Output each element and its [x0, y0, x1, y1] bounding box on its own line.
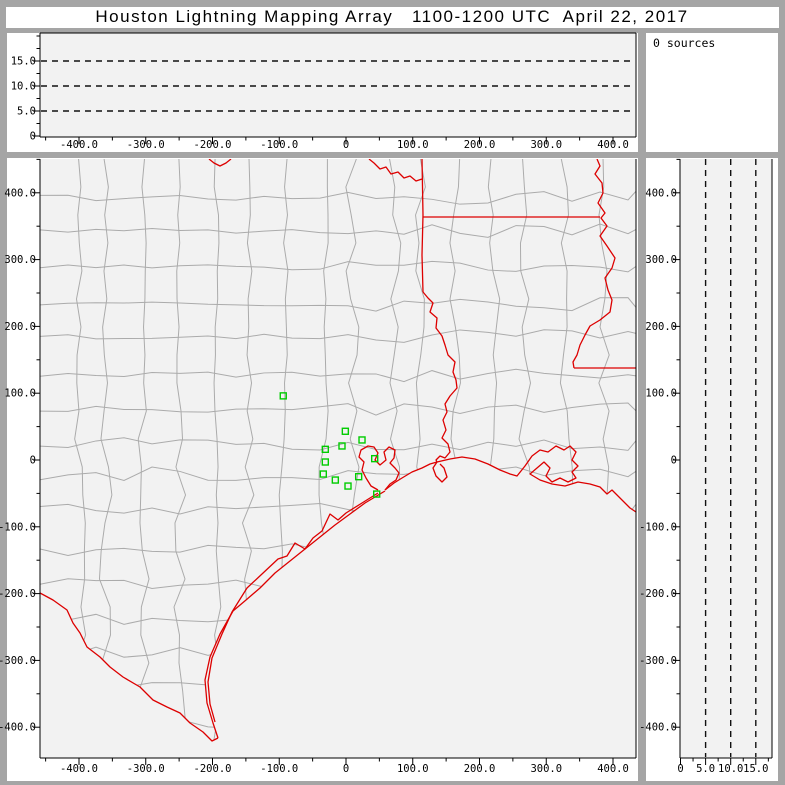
sources-status-box — [646, 33, 778, 152]
map-x-tick-label: 400.0 — [597, 763, 629, 775]
window-title: Houston Lightning Mapping Array 1100-120… — [95, 7, 688, 26]
lma-station-marker — [354, 473, 363, 481]
ns-altitude-y-tick-label: 100.0 — [645, 388, 677, 400]
lma-station-marker — [321, 458, 330, 466]
ew-altitude-x-tick-label: -300.0 — [127, 139, 165, 151]
ns-altitude-x-tick-label: 5.0 — [696, 763, 715, 775]
map-y-tick-label: -200.0 — [0, 588, 36, 600]
lma-station-marker — [338, 442, 346, 450]
county-boundary-line — [40, 437, 636, 451]
ew-altitude-y-tick-label: 15.0 — [11, 56, 36, 68]
ew-altitude-x-tick-label: -100.0 — [260, 139, 298, 151]
map-y-tick-label: 100.0 — [4, 388, 36, 400]
map-x-tick-label: 100.0 — [397, 763, 429, 775]
state-border-red-river-tx-ok-west — [208, 159, 232, 167]
map-x-tick-label: -400.0 — [60, 763, 98, 775]
lma-stations-layer — [279, 392, 381, 498]
ns-altitude-y-tick-label: 400.0 — [645, 187, 677, 199]
lma-station-marker — [344, 482, 352, 490]
map-y-tick-label: 300.0 — [4, 254, 36, 266]
state-border-mississippi-river-border — [572, 159, 616, 369]
state-border-inner-shoreline — [207, 492, 379, 723]
ns-altitude-plot-area[interactable] — [680, 159, 772, 758]
state-borders-layer — [40, 159, 636, 742]
ns-altitude-y-tick-label: 0 — [671, 455, 677, 467]
ns-altitude-y-tick-label: 200.0 — [645, 321, 677, 333]
state-border-barrier-island-coast — [204, 490, 386, 739]
state-border-rio-grande-border — [40, 592, 219, 742]
state-border-galveston-bay — [358, 445, 400, 491]
county-boundary-line — [173, 159, 187, 741]
ns-altitude-x-tick-label: 15.0 — [743, 763, 768, 775]
ew-altitude-x-tick-label: -200.0 — [194, 139, 232, 151]
ew-altitude-x-tick-label: -400.0 — [60, 139, 98, 151]
ew-altitude-x-tick-label: 200.0 — [464, 139, 496, 151]
state-border-gulf-coast-east — [384, 445, 636, 513]
lma-station-marker — [341, 427, 350, 435]
ns-altitude-y-tick-label: 300.0 — [645, 254, 677, 266]
map-x-tick-label: -200.0 — [194, 763, 232, 775]
axes-and-labels-layer: -400.0 -300.0 -200.0 -100.0 0 100.0 200.0 300.0… — [0, 32, 773, 775]
state-border-red-river-tx-ok-east — [368, 159, 423, 182]
map-x-tick-label: 0 — [343, 763, 349, 775]
lma-station-marker — [373, 490, 381, 498]
county-boundary-line — [40, 223, 636, 238]
county-boundary-line — [40, 329, 636, 343]
map-y-tick-label: 200.0 — [4, 321, 36, 333]
ew-altitude-y-tick-label: 0 — [30, 131, 36, 143]
title-bar — [6, 7, 779, 28]
lma-station-marker — [279, 392, 287, 400]
county-boundary-line — [40, 260, 636, 273]
ew-altitude-plot-area[interactable] — [40, 33, 636, 137]
map-x-tick-label: 300.0 — [530, 763, 562, 775]
lma-station-marker — [319, 470, 328, 478]
sources-count-label: 0 sources — [653, 36, 715, 50]
map-plot-area[interactable] — [40, 159, 636, 758]
county-boundary-line — [40, 368, 636, 383]
state-border-sabine-lake — [432, 461, 448, 483]
map-y-tick-label: -100.0 — [0, 521, 36, 533]
lma-station-marker — [358, 436, 366, 444]
county-boundary-line — [40, 190, 636, 205]
county-boundary-line — [40, 466, 636, 482]
map-y-tick-label: 400.0 — [4, 187, 36, 199]
lma-station-marker — [371, 454, 379, 463]
ns-altitude-y-tick-label: -200.0 — [639, 588, 677, 600]
ns-altitude-x-tick-label: 0 — [677, 763, 683, 775]
ns-altitude-y-tick-label: -100.0 — [639, 521, 677, 533]
ns-altitude-x-tick-label: 10.0 — [718, 763, 743, 775]
lma-station-marker — [331, 476, 340, 484]
map-y-tick-label: -300.0 — [0, 655, 36, 667]
state-border-tx-ar-border — [421, 159, 424, 293]
map-y-tick-label: -400.0 — [0, 722, 36, 734]
county-boundary-line — [40, 402, 636, 416]
ew-altitude-x-tick-label: 400.0 — [597, 139, 629, 151]
state-border-sabine-river-tx-la — [422, 291, 458, 463]
map-y-tick-label: 0 — [30, 455, 36, 467]
ns-altitude-y-tick-label: -400.0 — [639, 722, 677, 734]
ew-altitude-y-tick-label: 10.0 — [11, 81, 36, 93]
map-x-tick-label: 200.0 — [464, 763, 496, 775]
ew-altitude-x-tick-label: 0 — [343, 139, 349, 151]
ns-altitude-y-tick-label: -300.0 — [639, 655, 677, 667]
map-x-tick-label: -100.0 — [260, 763, 298, 775]
county-boundary-line — [40, 297, 636, 312]
ew-altitude-y-tick-label: 5.0 — [17, 106, 36, 118]
lma-station-marker — [321, 445, 330, 454]
ew-altitude-x-tick-label: 100.0 — [397, 139, 429, 151]
ew-altitude-x-tick-label: 300.0 — [530, 139, 562, 151]
map-x-tick-label: -300.0 — [127, 763, 165, 775]
county-boundary-line — [137, 159, 150, 741]
